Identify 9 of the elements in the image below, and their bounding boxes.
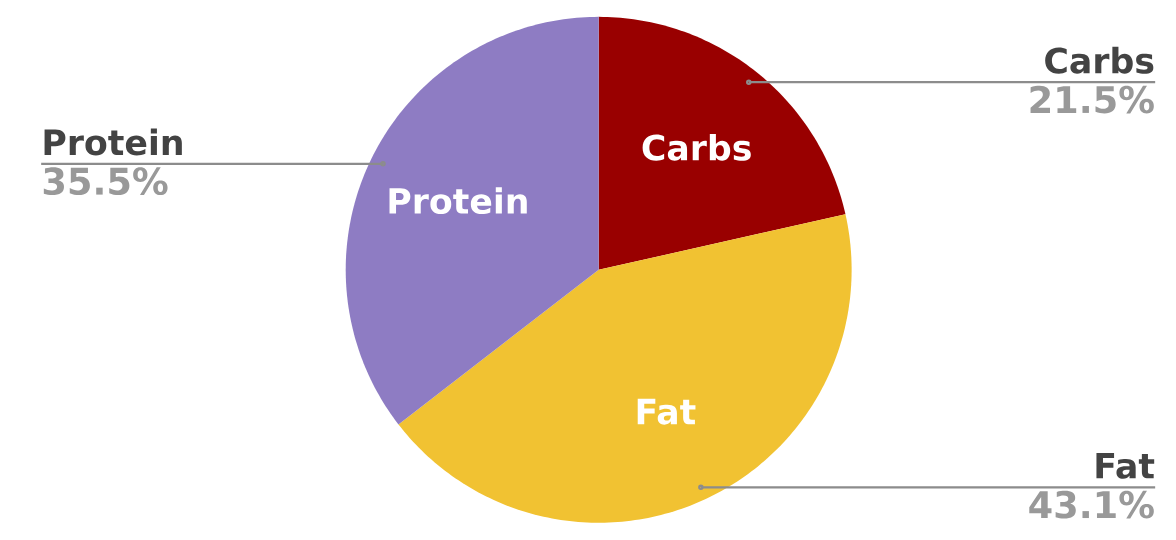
slice-label: Fat [1096,453,1155,480]
slice-label: Protein [44,128,182,156]
slice-label: Fat [637,399,696,425]
slice-label: Carbs [1045,47,1154,74]
slice-label: Carbs [642,134,751,161]
data-label: 21.5% [1030,85,1154,114]
data-label: 43.1% [1029,490,1154,519]
slice-label: Protein [389,187,527,215]
data-label: 35.5% [43,167,168,196]
